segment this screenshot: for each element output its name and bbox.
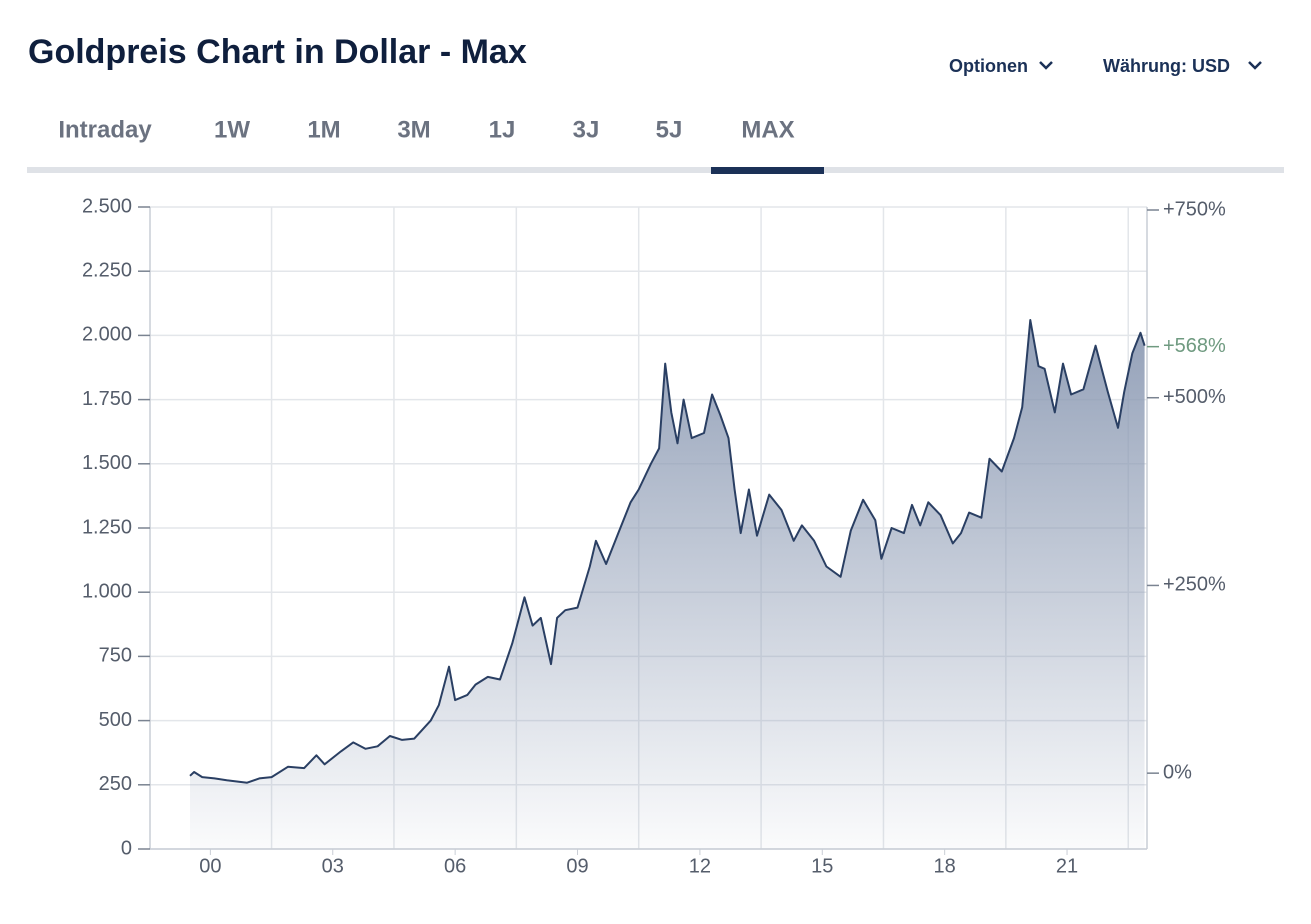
- current-label: +568%: [1163, 335, 1226, 357]
- y2-tick-label: +250%: [1163, 574, 1226, 596]
- plot: 0 250 500 750 1.000 1.250 1.500 1.750 2.000 2.250…: [82, 195, 1226, 877]
- y-tick-label: 0: [121, 837, 132, 859]
- tab[interactable]: 1J: [489, 116, 516, 143]
- y-tick-label: 1.000: [82, 580, 132, 602]
- tab-bar: [27, 167, 1284, 173]
- x-tick-label: 15: [811, 855, 833, 877]
- y2-tick-label: +500%: [1163, 386, 1226, 408]
- y2-tick-label: 0%: [1163, 761, 1192, 783]
- x-tick-label: 09: [566, 855, 588, 877]
- tab[interactable]: Intraday: [58, 116, 152, 143]
- y-tick-label: 250: [99, 773, 132, 795]
- options-menu[interactable]: Optionen: [949, 56, 1028, 76]
- area: [189, 320, 1145, 849]
- title: Goldpreis Chart in Dollar - Max: [28, 33, 527, 71]
- x-tick-label: 00: [199, 855, 221, 877]
- tabs: Intraday 1W 1M 3M 1J 3J 5J MAX: [58, 116, 824, 174]
- x-tick-label: 21: [1056, 855, 1078, 877]
- y-tick-label: 2.000: [82, 324, 132, 346]
- y-tick-label: 2.250: [82, 259, 132, 281]
- y-tick-label: 2.500: [82, 195, 132, 217]
- y-tick-label: 750: [99, 645, 132, 667]
- x-tick-label: 12: [689, 855, 711, 877]
- tab[interactable]: 1M: [307, 116, 340, 143]
- chevron: [1248, 61, 1262, 70]
- active-tab-underline: [711, 167, 824, 174]
- y2-tick-label: +750%: [1163, 198, 1226, 220]
- y-tick-label: 500: [99, 709, 132, 731]
- y-tick-label: 1.250: [82, 516, 132, 538]
- tab[interactable]: 5J: [656, 116, 683, 143]
- x-tick-label: 06: [444, 855, 466, 877]
- tab[interactable]: 3J: [573, 116, 600, 143]
- line: [189, 319, 1146, 784]
- x-tick-label: 03: [322, 855, 344, 877]
- currency-menu[interactable]: Währung: USD: [1103, 56, 1230, 76]
- tab[interactable]: 1W: [214, 116, 250, 143]
- y-tick-label: 1.750: [82, 388, 132, 410]
- y-tick-label: 1.500: [82, 452, 132, 474]
- tab[interactable]: MAX: [741, 116, 794, 143]
- x-tick-label: 18: [934, 855, 956, 877]
- chevron: [1039, 61, 1053, 70]
- tab[interactable]: 3M: [397, 116, 430, 143]
